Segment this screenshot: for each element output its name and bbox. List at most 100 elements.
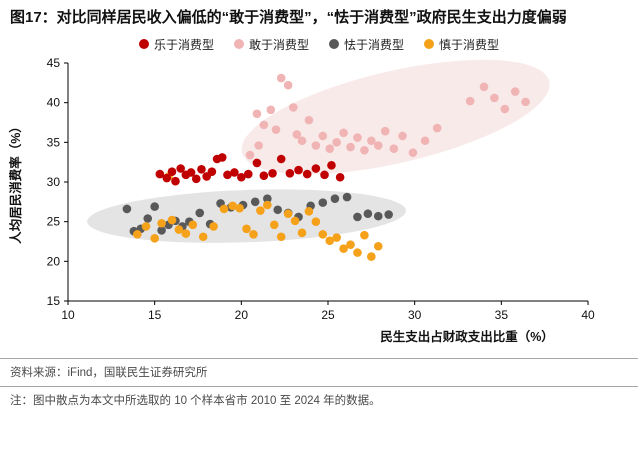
scatter-point <box>408 148 418 157</box>
scatter-point <box>263 194 272 203</box>
scatter-point <box>157 225 166 235</box>
scatter-point <box>242 224 251 233</box>
chart-area: 10 15 20 25 30 35 40 15 20 25 30 35 40 45 民生支出占财政支出比重（… <box>0 53 638 358</box>
legend-item: 慎于消费型 <box>424 36 499 53</box>
scatter-point <box>133 229 142 239</box>
x-tick-label: 30 <box>408 308 422 322</box>
scatter-point <box>327 160 336 170</box>
legend-dot-icon <box>138 39 149 50</box>
scatter-point <box>235 203 244 213</box>
scatter-point <box>302 169 312 179</box>
scatter-point <box>318 229 328 239</box>
scatter-point <box>290 216 300 225</box>
scatter-point <box>285 168 295 178</box>
scatter-point <box>353 247 362 257</box>
scatter-point <box>276 73 286 83</box>
scatter-point <box>490 93 499 102</box>
scatter-point <box>320 170 329 179</box>
scatter-point <box>155 169 165 179</box>
scatter-point <box>479 82 489 91</box>
scatter-point <box>373 140 383 150</box>
legend-item: 乐于消费型 <box>138 36 214 53</box>
scatter-point <box>465 96 475 106</box>
scatter-point <box>304 206 314 216</box>
y-tick-label: 15 <box>47 294 61 308</box>
scatter-point <box>318 198 328 207</box>
scatter-point <box>297 228 307 237</box>
scatter-point <box>363 209 373 218</box>
scatter-point <box>384 209 393 219</box>
scatter-point <box>266 105 276 114</box>
scatter-point <box>289 102 298 112</box>
scatter-point <box>389 144 399 153</box>
scatter-point <box>292 129 302 139</box>
y-axis-title: 人均居民消费率（%） <box>8 120 23 244</box>
figure-title: 图17：对比同样居民收入偏低的“敢于消费型”，“怯于消费型”政府民生支出力度偏弱 <box>10 9 567 26</box>
scatter-point <box>346 142 355 152</box>
source-note: 资料来源：iFind，国联民生证券研究所 <box>0 357 638 386</box>
scatter-point <box>249 229 258 239</box>
scatter-point <box>209 221 218 231</box>
scatter-point <box>237 172 246 182</box>
scatter-point <box>342 192 352 202</box>
scatter-point <box>252 109 262 118</box>
scatter-point <box>269 220 279 229</box>
legend-dot-icon <box>424 39 435 50</box>
scatter-point <box>141 221 151 231</box>
scatter-point <box>330 194 340 203</box>
scatter-point <box>380 126 390 136</box>
scatter-point <box>276 232 286 241</box>
scatter-point <box>174 224 184 234</box>
scatter-point <box>150 233 159 243</box>
scatter-point <box>360 230 369 240</box>
scatter-point <box>191 174 201 183</box>
legend-label: 乐于消费型 <box>153 37 214 52</box>
x-tick-label: 35 <box>495 308 509 322</box>
scatter-point <box>157 218 166 228</box>
scatter-point <box>171 176 180 186</box>
scatter-point <box>398 131 407 140</box>
scatter-point <box>367 251 376 261</box>
scatter-point <box>521 97 530 106</box>
scatter-point <box>294 165 303 175</box>
scatter-chart: 10 15 20 25 30 35 4015202530354045民生支出占财政支出比重（… <box>8 56 595 344</box>
scatter-point <box>273 205 283 214</box>
x-tick-label: 10 <box>61 308 75 322</box>
scatter-point <box>167 215 177 225</box>
scatter-point <box>318 131 328 140</box>
scatter-point <box>223 170 232 179</box>
scatter-point <box>207 167 217 176</box>
scatter-point <box>271 125 281 134</box>
y-tick-label: 25 <box>47 214 61 228</box>
scatter-point <box>304 115 314 125</box>
scatter-point <box>283 209 293 218</box>
scatter-point <box>181 228 191 238</box>
legend-label: 敢于消费型 <box>248 37 309 52</box>
scatter-point <box>420 136 430 145</box>
scatter-point <box>373 241 383 251</box>
y-tick-label: 45 <box>47 56 61 70</box>
scatter-point <box>263 200 272 209</box>
scatter-point <box>254 140 263 150</box>
y-tick-label: 30 <box>47 175 61 189</box>
scatter-point <box>283 80 293 90</box>
scatter-point <box>268 168 277 178</box>
scatter-point <box>346 240 355 249</box>
scatter-point <box>176 163 185 173</box>
scatter-point <box>276 154 286 163</box>
scatter-point <box>373 211 383 221</box>
scatter-point <box>197 164 206 174</box>
scatter-point <box>297 136 307 145</box>
chart-legend: 乐于消费型 敢于消费型 怯于消费型 慎于消费型 <box>0 36 638 53</box>
scatter-point <box>325 236 335 245</box>
scatter-point <box>339 128 348 137</box>
scatter-point <box>332 232 341 242</box>
scatter-point <box>167 167 177 176</box>
scatter-point <box>432 123 442 133</box>
scatter-point <box>195 208 205 217</box>
scatter-point <box>122 204 132 213</box>
x-tick-label: 15 <box>148 308 162 322</box>
scatter-point <box>500 104 510 114</box>
y-tick-label: 40 <box>47 95 61 109</box>
